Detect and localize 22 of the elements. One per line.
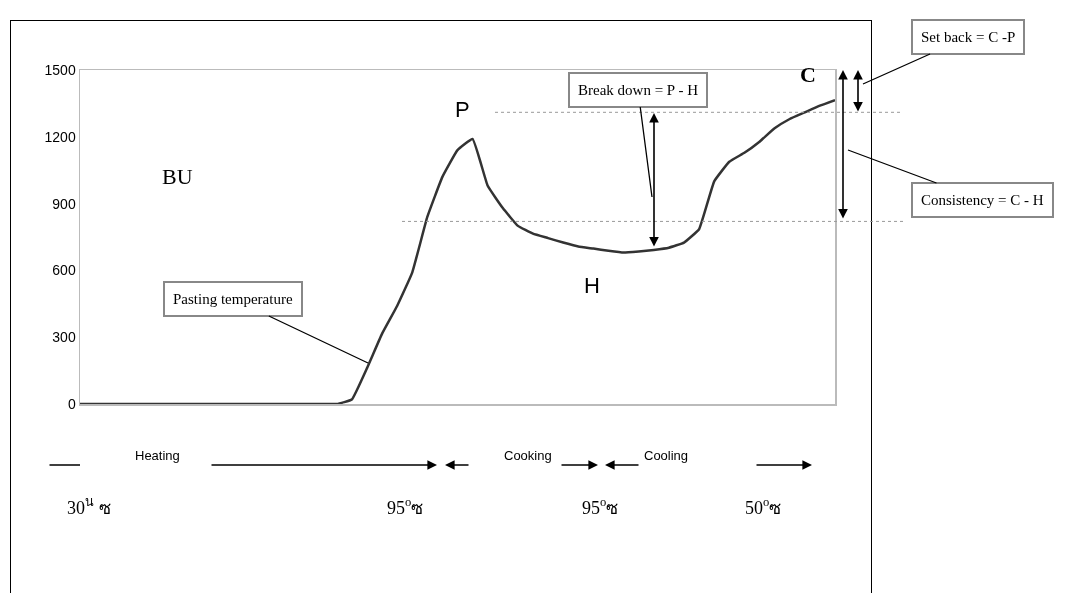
text: Cooking xyxy=(504,448,552,463)
text: 95$^{o}$ซ xyxy=(387,495,424,518)
annotation: Break down = P - H xyxy=(578,82,699,98)
text: Set back = C -P xyxy=(921,29,1016,45)
text: 30$^{น}$ ซ xyxy=(67,495,111,518)
text: Heating xyxy=(135,448,180,463)
annotation: H xyxy=(584,273,600,298)
annotation: P xyxy=(455,97,470,122)
y-tick-label: 600 xyxy=(52,262,76,279)
y-tick-label: 300 xyxy=(52,329,76,346)
line-series xyxy=(80,98,835,404)
y-tick-label: 1200 xyxy=(44,128,76,145)
text: Cooling xyxy=(644,448,689,463)
y-tick-label: 0 xyxy=(67,395,76,412)
text: 95$^{o}$ซ xyxy=(582,495,619,518)
annotation: C xyxy=(800,62,816,87)
y-tick-label: 1500 xyxy=(44,61,76,78)
text: Consistency = C - H xyxy=(921,192,1044,208)
annotation: Pasting temperature xyxy=(173,291,293,307)
y-tick-label: 900 xyxy=(52,195,76,212)
text: 50$^{o}$ซ xyxy=(745,495,782,518)
annotation: BU xyxy=(162,164,193,189)
